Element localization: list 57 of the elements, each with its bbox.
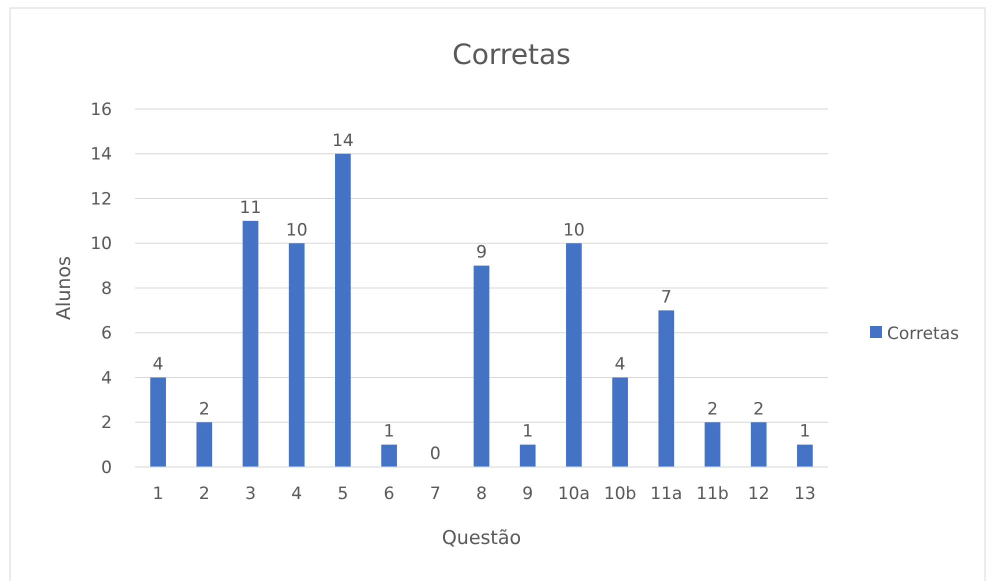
x-tick-label: 6 (384, 484, 395, 504)
bar (612, 378, 628, 467)
data-label: 4 (614, 354, 626, 374)
y-axis-title: Alunos (53, 256, 75, 320)
legend-label: Corretas (887, 324, 960, 344)
y-tick-label: 16 (90, 100, 112, 120)
x-tick-label: 11b (696, 484, 729, 504)
bar (750, 422, 767, 467)
x-tick-label: 7 (430, 484, 441, 504)
y-tick-label: 4 (101, 368, 112, 388)
data-label: 7 (660, 287, 672, 308)
bar (797, 444, 813, 467)
y-tick-label: 10 (90, 234, 112, 254)
x-axis-title: Questão (442, 527, 522, 549)
bar (335, 154, 351, 467)
x-tick-label: 3 (245, 484, 256, 504)
x-tick-label: 12 (748, 484, 770, 504)
y-tick-label: 2 (101, 413, 112, 434)
data-label: 14 (332, 130, 354, 151)
x-tick-label: 2 (198, 484, 210, 504)
y-tick-label: 8 (101, 278, 112, 299)
data-label: 1 (522, 422, 534, 442)
data-label: 2 (198, 399, 210, 420)
data-label: 10 (286, 220, 308, 240)
data-label: 1 (799, 422, 810, 442)
x-tick-label: 10b (604, 484, 636, 504)
data-label: 2 (753, 399, 764, 420)
data-label: 0 (430, 444, 441, 464)
x-tick-label: 1 (152, 484, 164, 504)
bar (288, 243, 305, 467)
bar (566, 243, 582, 467)
y-tick-label: 14 (90, 144, 112, 165)
x-tick-label: 8 (476, 484, 487, 504)
x-tick-label: 13 (794, 484, 816, 504)
chart-title: Corretas (452, 38, 571, 71)
y-tick-label: 6 (101, 324, 112, 344)
data-label: 1 (384, 422, 395, 442)
y-tick-label: 0 (101, 458, 112, 478)
x-tick-label: 10a (558, 484, 590, 504)
x-tick-label: 5 (337, 484, 348, 504)
bar (704, 422, 720, 467)
bar (242, 220, 258, 467)
x-tick-label: 9 (522, 484, 534, 504)
data-label: 9 (476, 242, 487, 263)
bar (150, 378, 166, 467)
x-tick-label: 4 (291, 484, 302, 504)
data-label: 2 (707, 399, 718, 420)
bar (658, 310, 674, 467)
bar (474, 266, 490, 467)
data-label: 4 (152, 354, 164, 374)
bar (381, 444, 397, 467)
bar (520, 444, 536, 467)
data-label: 10 (563, 220, 585, 240)
bar (196, 422, 212, 467)
x-tick-label: 11a (650, 484, 682, 504)
y-tick-label: 12 (90, 189, 112, 210)
data-label: 11 (240, 198, 262, 218)
